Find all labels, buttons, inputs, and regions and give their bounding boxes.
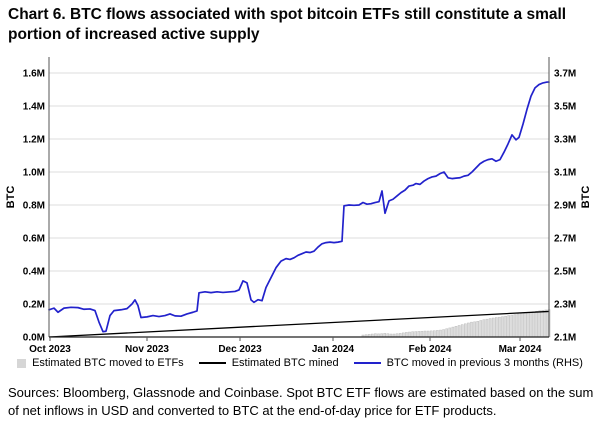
etf-flow-bar	[544, 309, 548, 338]
etf-flow-bar	[519, 313, 523, 338]
left-axis-tick-label: 1.4M	[23, 102, 45, 113]
left-axis-tick-label: 1.6M	[23, 69, 45, 80]
etf-flow-bar	[498, 316, 501, 338]
etf-flow-bar	[504, 315, 507, 338]
etf-flow-bar	[439, 329, 442, 338]
legend-label-moved: BTC moved in previous 3 months (RHS)	[386, 357, 583, 369]
etf-flow-bar	[488, 318, 492, 338]
etf-flow-bar	[513, 314, 517, 338]
btc-mined-line	[48, 310, 550, 338]
right-axis-tick-label: 3.7M	[554, 69, 576, 80]
etf-flow-bar	[535, 311, 538, 338]
right-axis-tick-label: 2.9M	[554, 201, 576, 212]
etf-flow-bar	[460, 324, 464, 338]
right-axis-tick-label: 2.7M	[554, 234, 576, 245]
right-axis-tick-label: 2.3M	[554, 300, 576, 311]
left-axis-tick-label: 0.8M	[23, 201, 45, 212]
x-axis-tick-label: Dec 2023	[218, 344, 262, 355]
etf-flow-bar	[436, 330, 439, 338]
etf-flow-bar	[491, 317, 495, 338]
legend-label-etf: Estimated BTC moved to ETFs	[32, 357, 184, 369]
left-axis-tick-label: 1.0M	[23, 168, 45, 179]
legend-item-moved: BTC moved in previous 3 months (RHS)	[353, 357, 583, 369]
etf-flow-bar	[485, 318, 489, 338]
x-axis-tick-label: Mar 2024	[499, 344, 542, 355]
right-axis-tick-label: 3.3M	[554, 135, 576, 146]
etf-bar-swatch	[17, 358, 27, 368]
right-axis-title: BTC	[580, 186, 592, 209]
etf-flow-bar	[420, 330, 424, 338]
legend-item-etf-bars: Estimated BTC moved to ETFs	[17, 357, 184, 369]
chart-svg: 0.0M 2.1M 0.2M 2.3M 0.4M 2.5M 0.6M 2.7M 0.8M 2.9M…	[5, 57, 592, 355]
etf-flow-bar	[463, 323, 467, 338]
left-axis-tick-label: 0.2M	[23, 300, 45, 311]
etf-flow-bar	[414, 331, 418, 338]
etf-flow-bar	[501, 316, 504, 338]
btc-moved-line	[48, 81, 550, 333]
legend: Estimated BTC moved to ETFs Estimated BT…	[0, 357, 600, 369]
etf-flow-bar	[532, 311, 535, 338]
etf-flow-bar	[451, 326, 455, 338]
legend-label-mined: Estimated BTC mined	[231, 357, 339, 369]
etf-flow-bar	[405, 332, 408, 338]
etf-flow-bar	[479, 320, 483, 338]
etf-flow-bar	[541, 310, 545, 338]
moved-line-swatch	[353, 361, 381, 365]
etf-flow-bar	[538, 310, 542, 338]
etf-flow-bar	[494, 317, 498, 338]
etf-flow-bar	[457, 325, 461, 338]
x-axis-tick-label: Jan 2024	[312, 344, 355, 355]
etf-flow-bar	[408, 331, 411, 338]
x-axis-tick-label: Feb 2024	[409, 344, 452, 355]
x-axis-tick-label: Nov 2023	[125, 344, 169, 355]
right-axis-tick-label: 2.5M	[554, 267, 576, 278]
right-axis-tick-label: 3.1M	[554, 168, 576, 179]
etf-flow-bar	[448, 327, 452, 338]
etf-flow-bar	[529, 312, 532, 338]
etf-flow-bar	[473, 321, 476, 338]
left-axis-tick-label: 0.0M	[23, 333, 45, 344]
etf-flow-bar	[411, 331, 414, 338]
etf-flow-bar	[525, 312, 529, 338]
etf-flow-bar	[454, 326, 458, 338]
etf-flow-bar	[516, 313, 520, 338]
mined-line-swatch	[198, 361, 226, 365]
etf-flow-bar	[470, 321, 473, 338]
etf-flow-bar	[482, 319, 486, 338]
chart-title: Chart 6. BTC flows associated with spot …	[8, 6, 567, 43]
etf-flow-bar	[423, 330, 427, 338]
etf-flow-bar	[417, 331, 421, 338]
etf-flow-bar	[476, 321, 480, 338]
etf-flow-bar	[467, 322, 470, 338]
etf-flow-bar	[445, 328, 449, 338]
legend-item-mined: Estimated BTC mined	[198, 357, 339, 369]
right-axis-tick-label: 2.1M	[554, 333, 576, 344]
left-axis-tick-label: 1.2M	[23, 135, 45, 146]
left-axis-title: BTC	[5, 186, 17, 209]
x-axis-tick-label: Oct 2023	[29, 344, 71, 355]
source-note: Sources: Bloomberg, Glassnode and Coinba…	[8, 385, 594, 418]
etf-flow-bar	[426, 330, 430, 338]
right-axis-tick-label: 3.5M	[554, 102, 576, 113]
left-axis-tick-label: 0.6M	[23, 234, 45, 245]
etf-flow-bar	[429, 330, 433, 338]
etf-flow-bar	[510, 314, 514, 338]
etf-flow-bar	[507, 315, 511, 338]
etf-flow-bar	[442, 329, 445, 338]
left-axis-tick-label: 0.4M	[23, 267, 45, 278]
etf-flow-bar	[432, 330, 436, 338]
etf-flow-bar	[522, 312, 526, 338]
